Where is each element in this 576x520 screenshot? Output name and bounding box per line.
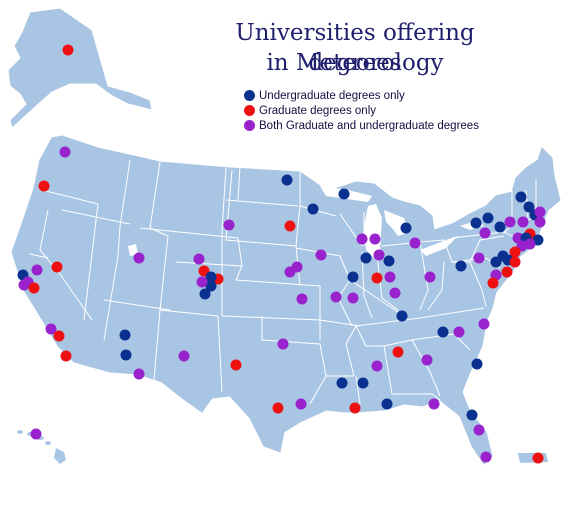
graduate-marker — [487, 277, 499, 289]
both-dot-icon — [244, 120, 255, 131]
graduate-marker — [230, 359, 242, 371]
graduate-marker — [53, 330, 65, 342]
both-degrees-marker — [315, 249, 327, 261]
graduate-marker — [509, 256, 521, 268]
graduate-marker — [272, 402, 284, 414]
both-degrees-marker — [453, 326, 465, 338]
both-degrees-marker — [18, 279, 30, 291]
both-degrees-marker — [45, 323, 57, 335]
both-degrees-marker — [473, 424, 485, 436]
graduate-dot-icon — [244, 105, 255, 116]
hawaii-shape — [17, 430, 66, 464]
undergraduate-marker — [523, 201, 535, 213]
undergraduate-marker — [336, 377, 348, 389]
both-degrees-marker — [133, 252, 145, 264]
undergraduate-marker — [338, 188, 350, 200]
both-degrees-marker — [517, 216, 529, 228]
alaska-shape — [7, 7, 153, 129]
map-title-line2: in Meteorology — [266, 50, 444, 76]
both-degrees-marker — [534, 206, 546, 218]
undergraduate-marker — [470, 217, 482, 229]
undergraduate-marker — [494, 221, 506, 233]
legend-label-both: Both Graduate and undergraduate degrees — [259, 119, 479, 132]
both-degrees-marker — [373, 249, 385, 261]
map-title-line1: Universities offering degrees — [235, 20, 475, 76]
both-degrees-marker — [330, 291, 342, 303]
legend-row-both: Both Graduate and undergraduate degrees — [244, 118, 479, 133]
graduate-marker — [392, 346, 404, 358]
graduate-marker — [509, 246, 521, 258]
both-degrees-marker — [196, 276, 208, 288]
undergraduate-marker — [455, 260, 467, 272]
undergraduate-marker — [205, 271, 217, 283]
both-degrees-marker — [193, 253, 205, 265]
both-degrees-marker — [479, 227, 491, 239]
both-degrees-marker — [534, 216, 546, 228]
both-degrees-marker — [296, 293, 308, 305]
undergraduate-marker — [400, 222, 412, 234]
undergraduate-marker — [205, 280, 217, 292]
both-degrees-marker — [389, 287, 401, 299]
graduate-marker — [38, 180, 50, 192]
undergraduate-marker — [120, 349, 132, 361]
state-borders — [29, 159, 537, 405]
legend-row-graduate: Graduate degrees only — [244, 103, 479, 118]
graduate-marker — [532, 452, 544, 464]
graduate-marker — [62, 44, 74, 56]
undergraduate-marker — [119, 329, 131, 341]
graduate-marker — [60, 350, 72, 362]
both-degrees-marker — [30, 428, 42, 440]
undergraduate-marker — [437, 326, 449, 338]
graduate-marker — [349, 402, 361, 414]
graduate-marker — [371, 272, 383, 284]
both-degrees-marker — [369, 233, 381, 245]
both-degrees-marker — [424, 271, 436, 283]
graduate-marker — [28, 282, 40, 294]
both-degrees-marker — [428, 398, 440, 410]
both-degrees-marker — [178, 350, 190, 362]
both-degrees-marker — [504, 216, 516, 228]
undergraduate-marker — [307, 203, 319, 215]
graduate-marker — [51, 261, 63, 273]
undergraduate-marker — [381, 398, 393, 410]
graduate-marker — [284, 220, 296, 232]
undergraduate-marker — [482, 212, 494, 224]
both-degrees-marker — [223, 219, 235, 231]
legend: Undergraduate degrees only Graduate degr… — [244, 88, 479, 133]
both-degrees-marker — [473, 252, 485, 264]
both-degrees-marker — [384, 271, 396, 283]
great-salt-lake — [128, 244, 138, 256]
both-degrees-marker — [356, 233, 368, 245]
both-degrees-marker — [409, 237, 421, 249]
both-degrees-marker — [277, 338, 289, 350]
undergraduate-marker — [515, 191, 527, 203]
both-degrees-marker — [347, 292, 359, 304]
undergraduate-marker — [383, 255, 395, 267]
undergraduate-marker — [471, 358, 483, 370]
undergraduate-marker — [396, 310, 408, 322]
undergraduate-marker — [281, 174, 293, 186]
both-degrees-marker — [295, 398, 307, 410]
graduate-marker — [501, 266, 513, 278]
undergraduate-marker — [357, 377, 369, 389]
both-degrees-marker — [133, 368, 145, 380]
both-degrees-marker — [31, 264, 43, 276]
both-degrees-marker — [421, 354, 433, 366]
undergraduate-marker — [199, 288, 211, 300]
both-degrees-marker — [371, 360, 383, 372]
both-degrees-marker — [478, 318, 490, 330]
undergraduate-marker — [360, 252, 372, 264]
both-degrees-marker — [284, 266, 296, 278]
undergraduate-marker — [466, 409, 478, 421]
undergraduate-marker — [347, 271, 359, 283]
legend-row-undergraduate: Undergraduate degrees only — [244, 88, 479, 103]
both-degrees-marker — [59, 146, 71, 158]
legend-label-graduate: Graduate degrees only — [259, 104, 376, 117]
both-degrees-marker — [480, 451, 492, 463]
legend-label-undergraduate: Undergraduate degrees only — [259, 89, 405, 102]
undergraduate-dot-icon — [244, 90, 255, 101]
